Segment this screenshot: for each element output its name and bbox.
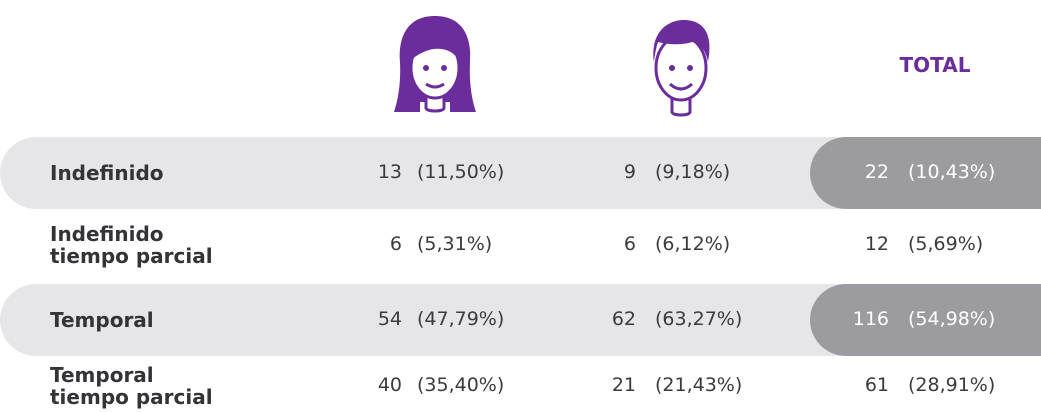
- count: 61: [864, 374, 889, 396]
- count: 22: [864, 161, 889, 183]
- count: 12: [864, 233, 889, 255]
- percentage: (5,31%): [417, 233, 493, 255]
- row-label: Temporal: [50, 363, 154, 387]
- woman-icon: [394, 16, 476, 113]
- percentage: (35,40%): [417, 374, 505, 396]
- percentage: (28,91%): [908, 374, 996, 396]
- percentage: (6,12%): [655, 233, 731, 255]
- count: 62: [611, 308, 636, 330]
- total-band: [810, 284, 1041, 356]
- total-header: TOTAL: [899, 53, 971, 77]
- percentage: (5,69%): [908, 233, 984, 255]
- row-label: tiempo parcial: [50, 385, 213, 409]
- count: 6: [623, 233, 636, 255]
- count: 40: [377, 374, 402, 396]
- row-label: Temporal: [50, 308, 154, 332]
- percentage: (21,43%): [655, 374, 743, 396]
- percentage: (11,50%): [417, 161, 505, 183]
- row-label: Indefinido: [50, 222, 164, 246]
- row-label: Indefinido: [50, 161, 164, 185]
- percentage: (63,27%): [655, 308, 743, 330]
- row-label: tiempo parcial: [50, 244, 213, 268]
- total-band: [810, 137, 1041, 209]
- count: 21: [611, 374, 636, 396]
- percentage: (10,43%): [908, 161, 996, 183]
- count: 9: [623, 161, 636, 183]
- count: 54: [377, 308, 402, 330]
- percentage: (47,79%): [417, 308, 505, 330]
- count: 6: [389, 233, 402, 255]
- count: 116: [852, 308, 889, 330]
- percentage: (9,18%): [655, 161, 731, 183]
- count: 13: [377, 161, 402, 183]
- percentage: (54,98%): [908, 308, 996, 330]
- man-icon: [653, 20, 710, 117]
